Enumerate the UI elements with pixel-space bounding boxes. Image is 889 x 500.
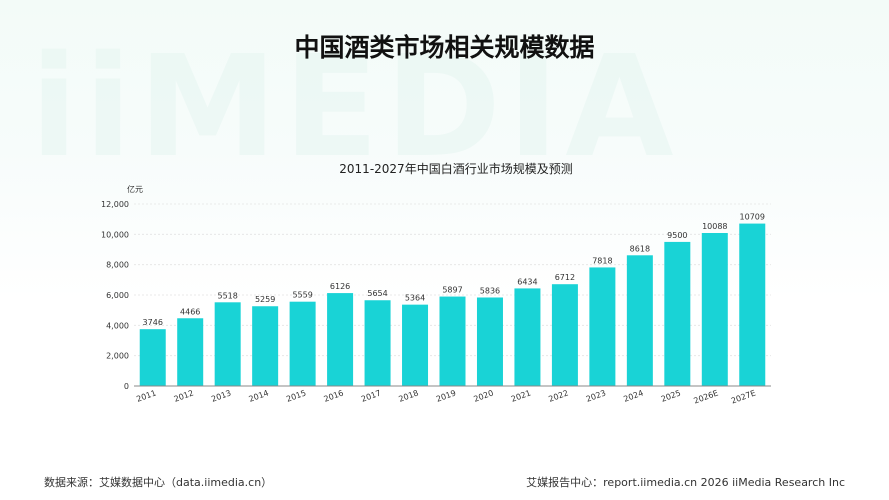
bar — [252, 306, 279, 386]
bar-value-label: 5836 — [480, 286, 500, 295]
y-tick-label: 4,000 — [106, 321, 129, 330]
x-tick-label: 2017 — [360, 388, 382, 403]
bar — [476, 297, 503, 386]
bar-value-label: 3746 — [143, 318, 163, 327]
x-tick-label: 2022 — [547, 388, 569, 403]
x-tick-labels: 2011 2012 2013 2014 2015 2016 2017 2018 2019 2020… — [135, 388, 757, 405]
bar — [739, 223, 766, 386]
bar — [177, 318, 204, 386]
x-tick-label: 2016 — [323, 388, 345, 403]
x-tick-label: 2012 — [173, 388, 195, 403]
bar-value-label: 5654 — [367, 289, 387, 298]
bar-value-label: 6434 — [517, 277, 537, 286]
bar — [289, 301, 316, 386]
bar-value-label: 10088 — [702, 222, 727, 231]
data-labels: 3746 4466 5518 5259 5559 6126 5654 5364 5897 5836… — [143, 213, 765, 328]
chart-title: 2011-2027年中国白酒行业市场规模及预测 — [339, 161, 572, 176]
x-tick-label: 2018 — [398, 388, 420, 403]
bars — [139, 223, 766, 386]
source-note: 数据来源：艾媒数据中心（data.iimedia.cn） — [44, 476, 273, 489]
y-tick-label: 0 — [124, 382, 129, 391]
x-tick-label: 2024 — [622, 388, 644, 403]
page-title: 中国酒类市场相关规模数据 — [294, 33, 595, 62]
bar-value-label: 6712 — [555, 273, 575, 282]
bar — [551, 284, 578, 386]
bar — [664, 241, 691, 386]
y-tick-label: 2,000 — [106, 352, 129, 361]
bar — [139, 329, 166, 386]
bar-value-label: 5518 — [217, 291, 237, 300]
bar-value-label: 5259 — [255, 295, 275, 304]
bar-value-label: 9500 — [667, 231, 687, 240]
x-tick-label: 2011 — [135, 388, 157, 403]
bar-value-label: 5897 — [442, 286, 462, 295]
bar-value-label: 7818 — [592, 256, 612, 265]
y-tick-label: 6,000 — [106, 291, 129, 300]
bar — [439, 296, 466, 386]
bar-value-label: 4466 — [180, 307, 200, 316]
x-tick-label: 2020 — [472, 388, 494, 403]
y-tick-label: 10,000 — [101, 230, 129, 239]
bar-value-label: 5559 — [292, 291, 312, 300]
bar-value-label: 5364 — [405, 294, 425, 303]
bar — [626, 255, 653, 386]
x-tick-label: 2025 — [660, 388, 682, 403]
report-note: 艾媒报告中心：report.iimedia.cn 2026 iiMedia Re… — [526, 476, 845, 489]
x-tick-label: 2013 — [210, 388, 232, 403]
bar — [589, 267, 616, 386]
x-tick-label: 2015 — [285, 388, 307, 403]
watermark-text: iiMEDIA — [30, 28, 680, 188]
bar — [364, 300, 391, 386]
x-tick-label: 2021 — [510, 388, 532, 403]
x-tick-label: 2023 — [585, 388, 607, 403]
y-tick-label: 12,000 — [101, 200, 129, 209]
bar — [514, 288, 541, 386]
bar-value-label: 6126 — [330, 282, 350, 291]
bar-value-label: 10709 — [740, 213, 765, 222]
bar — [214, 302, 241, 386]
bar — [701, 232, 728, 386]
x-tick-label: 2027E — [730, 388, 757, 405]
bar — [402, 304, 429, 386]
x-tick-label: 2026E — [693, 388, 720, 405]
y-tick-label: 8,000 — [106, 261, 129, 270]
x-tick-label: 2014 — [248, 388, 270, 403]
y-tick-labels: 0 2,000 4,000 6,000 8,000 10,000 12,000 — [101, 200, 129, 391]
y-axis-label: 亿元 — [127, 184, 143, 194]
bar-value-label: 8618 — [630, 244, 650, 253]
x-tick-label: 2019 — [435, 388, 457, 403]
bar — [327, 293, 354, 386]
